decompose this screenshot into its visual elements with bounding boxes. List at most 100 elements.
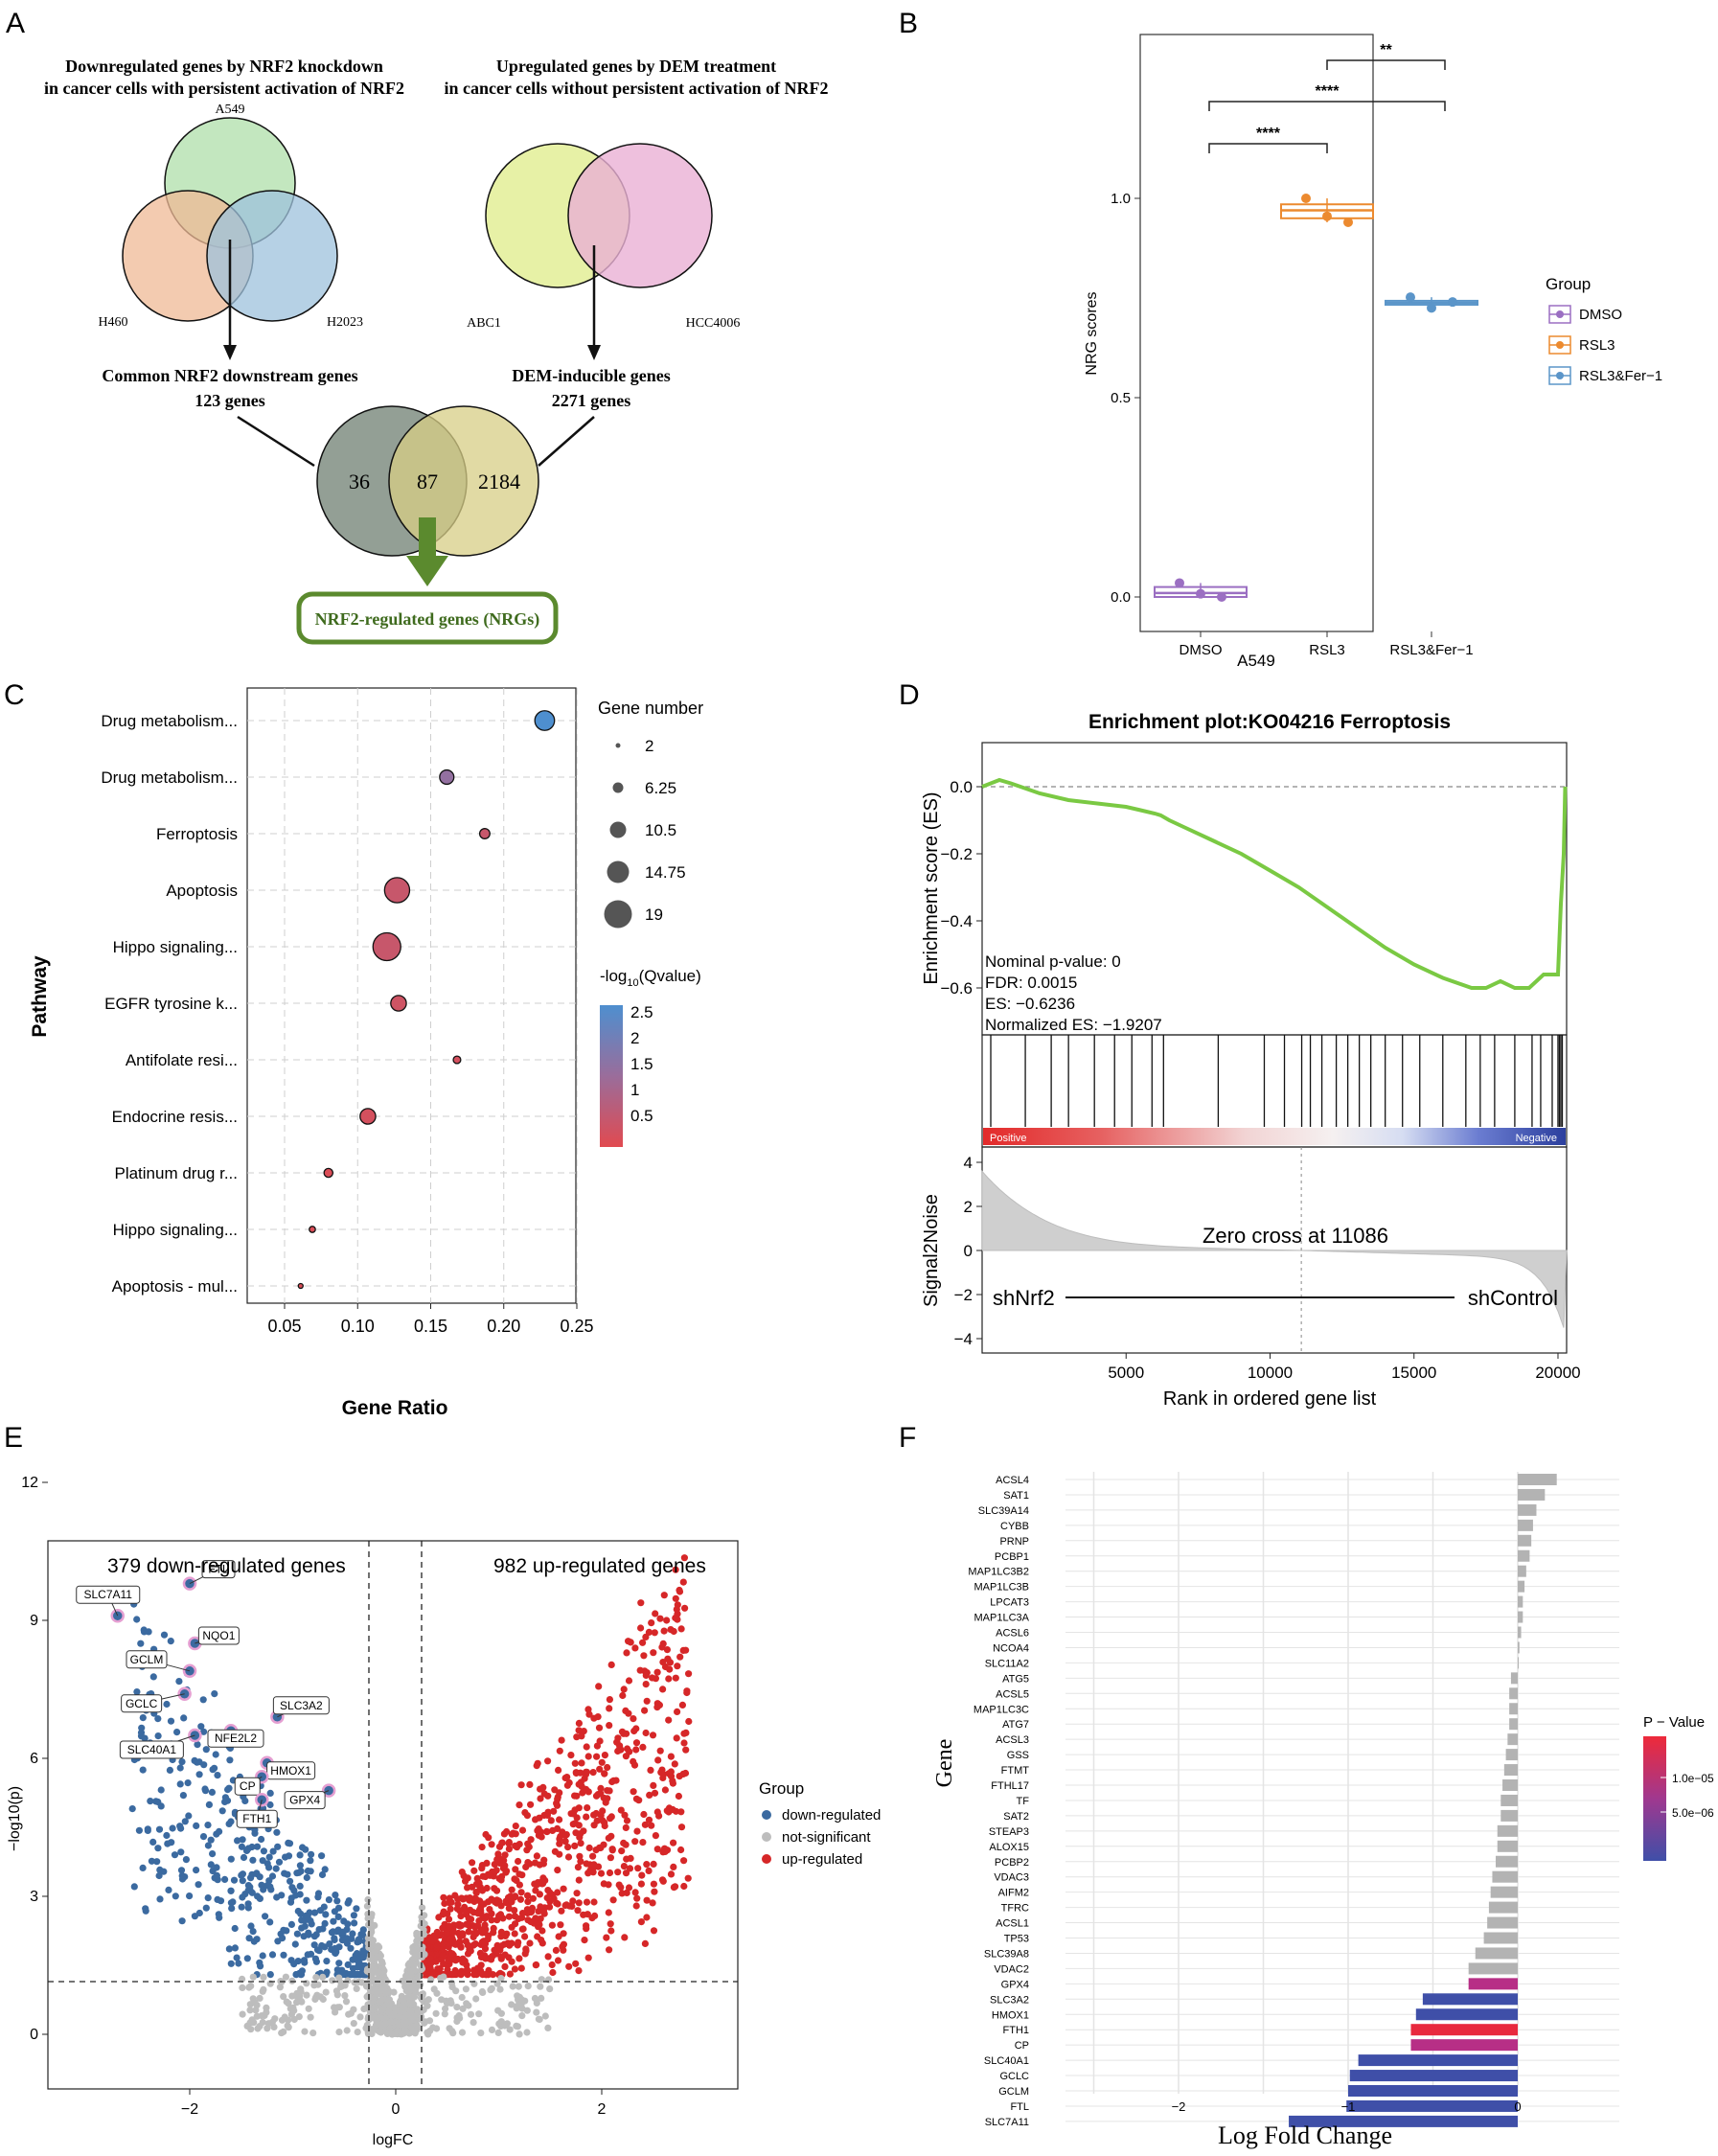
f-category-label: FTHL17 [991,1780,1029,1792]
e-point [152,1798,160,1805]
e-point [640,1810,648,1819]
e-point [181,1818,189,1825]
e-gene-label: SLC7A11 [84,1588,133,1601]
e-point [677,1846,685,1854]
c-category-label: Hippo signaling... [113,938,238,956]
e-point [266,1800,274,1809]
e-point [472,1889,480,1896]
e-xtick-label: −2 [181,2101,198,2118]
e-point [608,1846,616,1854]
e-point [581,1937,588,1944]
f-category-label: MAP1LC3B2 [968,1567,1029,1578]
e-point [410,2016,418,2024]
e-point [666,1665,674,1673]
f-category-label: FTL [1010,2101,1029,2113]
e-point [478,1987,486,1996]
panel-d-title: Enrichment plot:KO04216 Ferroptosis [1088,711,1451,733]
e-point [278,2030,286,2037]
f-bar [1518,1488,1546,1501]
e-point [515,1881,524,1889]
e-point [638,1871,646,1879]
e-point [647,1766,654,1774]
d-ytick2-label: 4 [964,1154,973,1172]
e-point [682,1746,690,1754]
e-point [516,1895,525,1903]
common-genes-label-2: 123 genes [195,391,265,410]
e-point [458,1930,467,1938]
e-point [567,1810,575,1818]
f-bar [1358,2054,1518,2067]
e-gene-label: CP [240,1779,256,1793]
e-point [239,1877,246,1885]
f-category-label: GCLC [999,2071,1029,2082]
negative-label: Negative [1516,1133,1557,1144]
e-point [559,1943,566,1951]
e-point [202,1904,210,1912]
e-point [672,1883,679,1891]
e-point [462,1985,470,1993]
e-point [679,1578,687,1586]
e-point [529,1894,538,1902]
e-point [322,1988,330,1996]
e-gene-label: SLC3A2 [280,1699,323,1712]
e-point [447,1905,454,1913]
e-point [515,1801,523,1809]
c-size-key [615,743,621,748]
e-point [665,1716,673,1724]
e-point [432,2009,440,2017]
e-point [480,1900,488,1908]
e-point [436,1964,444,1973]
e-point [390,1988,398,1996]
d-ytick-label: 0.0 [950,778,973,796]
b-point [1448,297,1457,308]
e-point [304,1913,311,1920]
e-point [160,1868,168,1875]
e-point [583,1860,590,1868]
e-point [509,1983,516,1990]
e-point [642,1729,650,1737]
e-point [505,1954,513,1961]
venn-abc1-label: ABC1 [467,316,501,331]
e-point [307,1950,315,1958]
e-point [332,1944,339,1952]
e-point [227,1960,235,1967]
e-point [348,1935,355,1942]
e-point [631,1838,639,1846]
e-point [665,1675,673,1683]
e-point [231,1944,239,1952]
e-point [465,2002,472,2009]
panel-label-f: F [899,1422,916,1454]
e-point [655,1701,664,1709]
f-category-label: GCLM [998,2086,1029,2098]
e-point [359,1954,367,1961]
e-point [497,1902,505,1910]
e-point [488,1984,495,1992]
e-point [515,1857,522,1866]
e-point [467,1947,474,1955]
e-point [583,1743,590,1751]
e-point [554,1867,561,1874]
e-label-box [126,1650,168,1669]
f-category-label: VDAC3 [994,1872,1029,1884]
e-point [625,1638,632,1645]
e-point [318,1852,326,1860]
e-point [583,1813,590,1821]
e-point [177,1848,185,1856]
e-point [539,1880,547,1888]
e-point [643,1861,651,1869]
e-point [497,1975,505,1983]
e-point [642,1633,650,1640]
e-point [253,1843,262,1850]
e-point [204,1822,212,1829]
e-point [680,1739,688,1747]
e-point [303,1873,310,1882]
e-point [515,1955,523,1962]
f-xtick-label: −2 [1172,2099,1186,2114]
d-stat-line: Normalized ES: −1.9207 [985,1016,1162,1034]
e-legend-label: up-regulated [782,1851,862,1868]
e-point [386,2005,394,2013]
e-point [615,1881,623,1889]
b-sig-bracket [1208,143,1328,153]
e-point [659,1877,667,1885]
e-label-box [197,1626,240,1645]
